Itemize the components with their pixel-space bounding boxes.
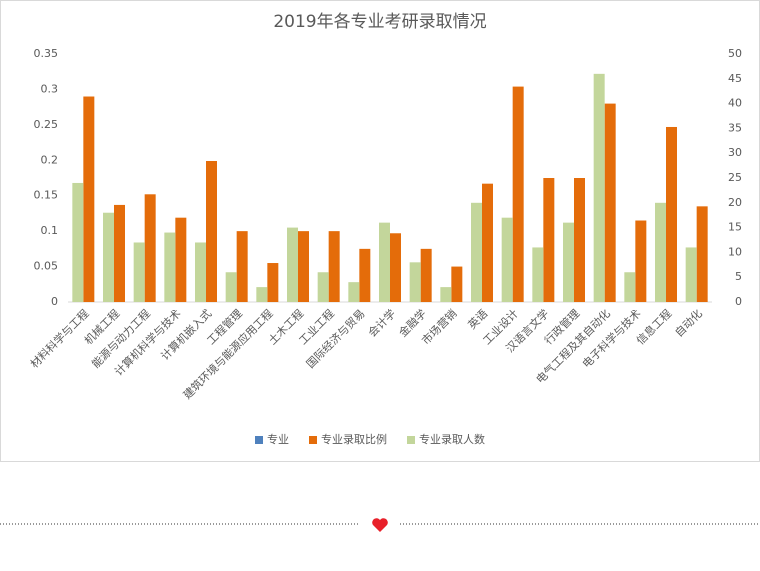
bar xyxy=(359,248,371,302)
legend-swatch xyxy=(309,436,317,444)
heart-icon xyxy=(372,518,388,532)
bar xyxy=(133,242,145,302)
bar xyxy=(593,73,605,302)
bar xyxy=(103,212,114,302)
bar xyxy=(83,96,95,302)
y2-tick-label: 30 xyxy=(728,146,742,159)
bar xyxy=(532,247,544,302)
bar xyxy=(543,178,555,302)
bar xyxy=(390,233,401,302)
y2-tick-label: 50 xyxy=(728,47,742,60)
bar xyxy=(696,206,708,302)
bar xyxy=(72,182,84,302)
bar xyxy=(206,160,217,302)
bar xyxy=(451,266,463,302)
bar xyxy=(482,183,493,302)
bar xyxy=(164,232,176,302)
bar xyxy=(409,262,421,302)
bar xyxy=(225,272,237,302)
bar xyxy=(512,86,524,302)
y2-tick-label: 25 xyxy=(728,171,742,184)
y2-tick-label: 20 xyxy=(728,196,742,209)
bar xyxy=(685,247,697,302)
y-tick-label: 0.1 xyxy=(41,224,59,237)
bar xyxy=(604,103,616,302)
y2-tick-label: 40 xyxy=(728,97,742,110)
bar xyxy=(348,282,360,302)
bar xyxy=(144,194,156,302)
bar xyxy=(471,202,482,302)
y2-tick-label: 35 xyxy=(728,121,742,134)
legend-swatch xyxy=(407,436,415,444)
bar xyxy=(635,220,647,302)
y2-tick-label: 15 xyxy=(728,221,742,234)
legend-label: 专业 xyxy=(267,432,289,446)
bar xyxy=(287,227,298,302)
bar xyxy=(655,202,666,302)
y2-tick-label: 45 xyxy=(728,72,742,85)
legend-label: 专业录取人数 xyxy=(419,432,485,446)
bar xyxy=(563,222,574,302)
bar xyxy=(317,272,329,302)
y2-tick-label: 5 xyxy=(735,270,742,283)
bar xyxy=(624,272,636,302)
bar xyxy=(236,231,248,302)
bar xyxy=(666,126,677,303)
y-tick-label: 0.05 xyxy=(34,260,59,273)
bar xyxy=(267,263,279,302)
bar xyxy=(501,217,513,302)
bar xyxy=(420,248,432,302)
chart-title: 2019年各专业考研录取情况 xyxy=(273,12,486,32)
y-tick-label: 0.35 xyxy=(34,47,59,60)
bar xyxy=(175,217,187,302)
y-tick-label: 0.3 xyxy=(41,82,59,95)
bar xyxy=(195,242,206,302)
bar xyxy=(328,231,340,302)
legend-label: 专业录取比例 xyxy=(321,432,387,446)
y-tick-label: 0.25 xyxy=(34,118,59,131)
legend-swatch xyxy=(255,436,263,444)
bar xyxy=(574,178,585,302)
y2-tick-label: 0 xyxy=(735,295,742,308)
y-tick-label: 0.15 xyxy=(34,189,59,202)
y-tick-label: 0.2 xyxy=(41,153,59,166)
bar xyxy=(256,287,268,302)
bar xyxy=(440,287,452,302)
bar xyxy=(114,204,125,302)
bar xyxy=(298,231,309,302)
y2-tick-label: 10 xyxy=(728,245,742,258)
y-tick-label: 0 xyxy=(51,295,58,308)
bar xyxy=(379,222,390,302)
